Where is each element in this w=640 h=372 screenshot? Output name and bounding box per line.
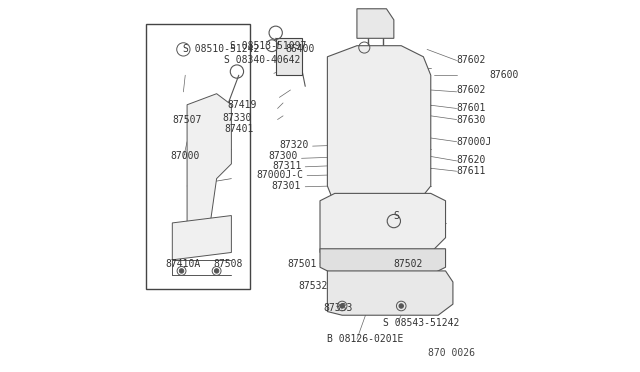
Polygon shape: [357, 9, 394, 38]
Text: 87419: 87419: [228, 100, 257, 110]
Text: 87311: 87311: [272, 161, 301, 171]
Text: S 08543-51242: S 08543-51242: [383, 318, 459, 328]
Text: 870 0026: 870 0026: [428, 348, 475, 358]
Circle shape: [340, 304, 344, 308]
Text: 87602: 87602: [456, 85, 486, 95]
Text: 87301: 87301: [271, 181, 301, 191]
Polygon shape: [328, 271, 453, 315]
Text: B 08126-0201E: B 08126-0201E: [328, 334, 404, 344]
Polygon shape: [328, 46, 431, 205]
Text: S 08510-51242: S 08510-51242: [184, 44, 260, 54]
Text: 87330: 87330: [222, 113, 252, 123]
Text: S: S: [394, 211, 400, 221]
Polygon shape: [172, 215, 232, 260]
Text: 87000J-C: 87000J-C: [257, 170, 303, 180]
Text: 87611: 87611: [456, 166, 486, 176]
Text: 87502: 87502: [394, 259, 423, 269]
FancyBboxPatch shape: [276, 38, 301, 75]
Text: 87532: 87532: [298, 281, 328, 291]
FancyBboxPatch shape: [147, 23, 250, 289]
Text: S 08340-40642: S 08340-40642: [224, 55, 300, 65]
Polygon shape: [320, 249, 445, 275]
Text: 87401: 87401: [224, 124, 253, 134]
Text: 87000: 87000: [170, 151, 200, 161]
Text: 87507: 87507: [172, 115, 202, 125]
Text: 87410A: 87410A: [166, 259, 201, 269]
Text: 87000J: 87000J: [456, 137, 492, 147]
Circle shape: [179, 269, 184, 273]
Text: 87620: 87620: [456, 155, 486, 165]
Text: 87508: 87508: [213, 259, 243, 269]
Text: 87333: 87333: [324, 303, 353, 313]
Text: 87501: 87501: [287, 259, 316, 269]
Text: 87600: 87600: [490, 70, 519, 80]
Text: 87320: 87320: [280, 140, 309, 150]
Polygon shape: [320, 193, 445, 253]
Text: S 08513-51097: S 08513-51097: [230, 41, 306, 51]
Circle shape: [399, 304, 403, 308]
Text: 87630: 87630: [456, 115, 486, 125]
Text: 86400: 86400: [285, 44, 314, 54]
Text: 87602: 87602: [456, 55, 486, 65]
Text: 87300: 87300: [268, 151, 298, 161]
Circle shape: [214, 269, 219, 273]
Text: 87601: 87601: [456, 103, 486, 113]
Polygon shape: [187, 94, 232, 230]
